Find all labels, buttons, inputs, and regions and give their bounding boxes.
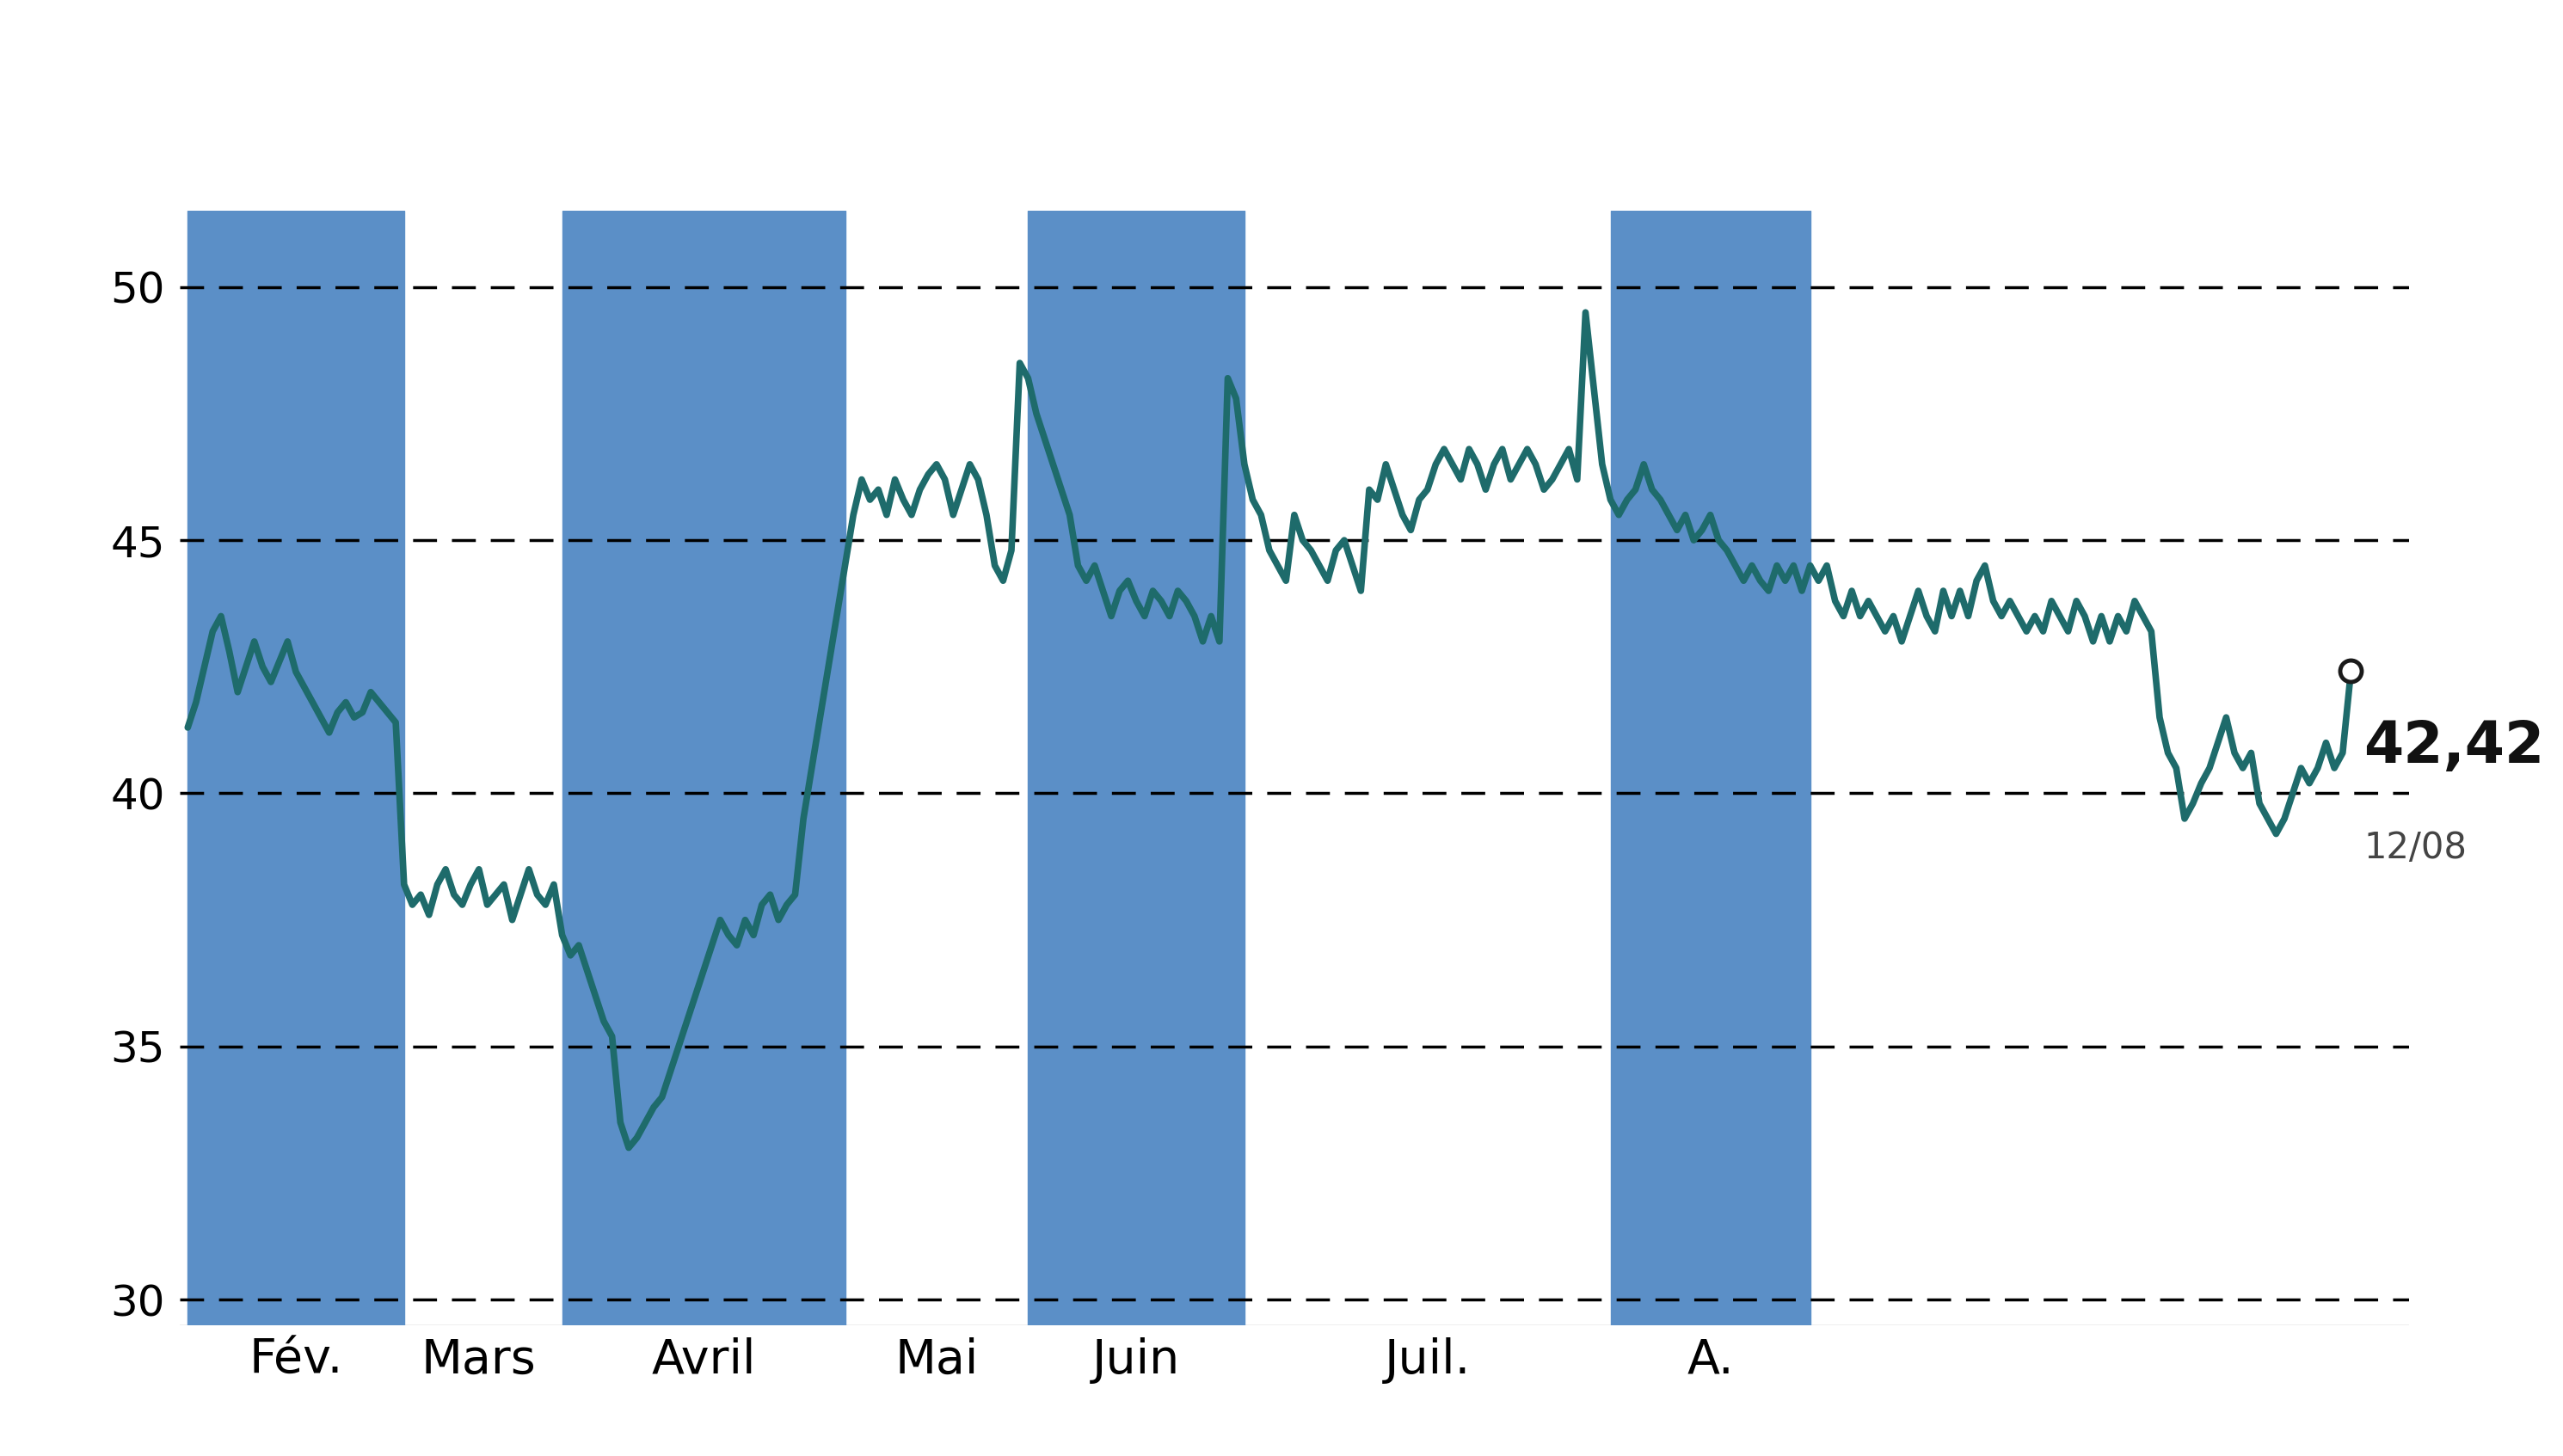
Text: Eckert & Ziegler Strahlen- und Medizintechnik AG: Eckert & Ziegler Strahlen- und Medizinte… [77, 50, 2486, 132]
Bar [1028, 211, 1246, 1325]
Bar [561, 211, 846, 1325]
Text: 42,42: 42,42 [2363, 718, 2545, 775]
Bar [1610, 211, 1809, 1325]
Text: 12/08: 12/08 [2363, 830, 2466, 866]
Bar [187, 211, 405, 1325]
